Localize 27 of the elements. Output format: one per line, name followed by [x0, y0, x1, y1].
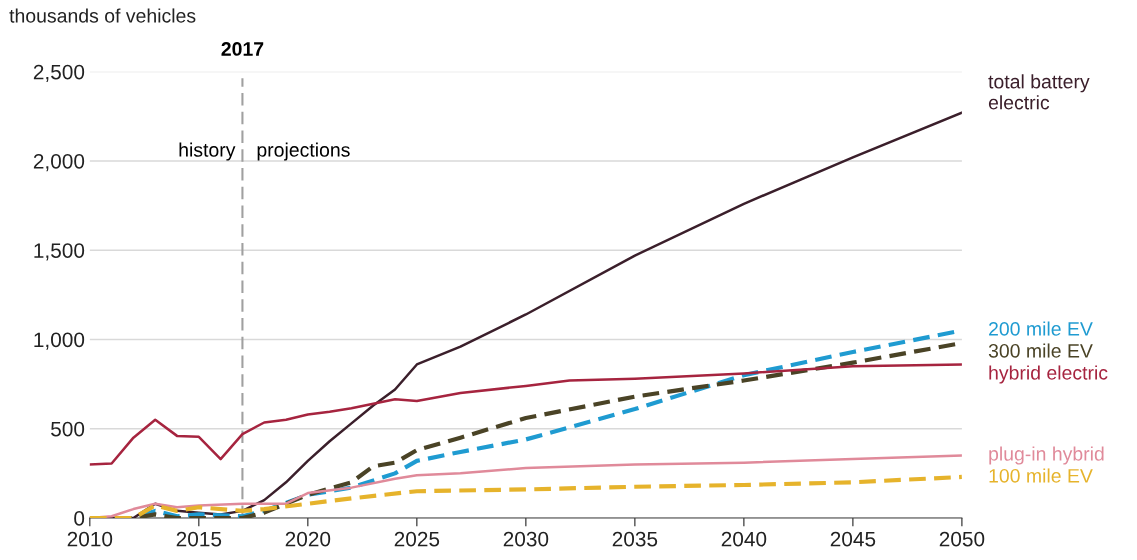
y-axis-title: thousands of vehicles [9, 8, 196, 23]
y-tick-label: 1,500 [34, 243, 85, 261]
x-tick-label: 2030 [503, 531, 549, 547]
x-tick-label: 2025 [394, 531, 440, 547]
line-series [89, 474, 962, 518]
annotation: history [179, 142, 236, 161]
series-label: plug-in hybrid [989, 446, 1104, 465]
x-tick-label: 2050 [939, 531, 985, 547]
series-label: 100 mile EV [989, 468, 1093, 483]
x-tick-label: 2015 [176, 531, 222, 547]
y-tick-label: 1,000 [34, 332, 85, 350]
y-tick-label: 2,000 [33, 153, 85, 172]
ref-line-label: 2017 [221, 42, 264, 56]
x-tick-label: 2035 [612, 531, 658, 547]
y-tick-label: 2,500 [33, 64, 85, 82]
x-tick-label: 2040 [721, 531, 767, 547]
y-tick-label: 500 [51, 421, 85, 437]
line-series [89, 363, 962, 466]
y-tick-label: 0 [74, 511, 85, 526]
x-tick-label: 2010 [67, 531, 113, 547]
series-label: hybrid electric [989, 365, 1108, 384]
series-label: 300 mile EV [988, 343, 1093, 358]
x-tick-label: 2020 [285, 531, 331, 547]
series-label: 200 mile EV [989, 321, 1093, 336]
series-label: total battery electric [988, 74, 1090, 110]
x-tick-label: 2045 [830, 531, 876, 547]
annotation: projections [257, 142, 350, 161]
